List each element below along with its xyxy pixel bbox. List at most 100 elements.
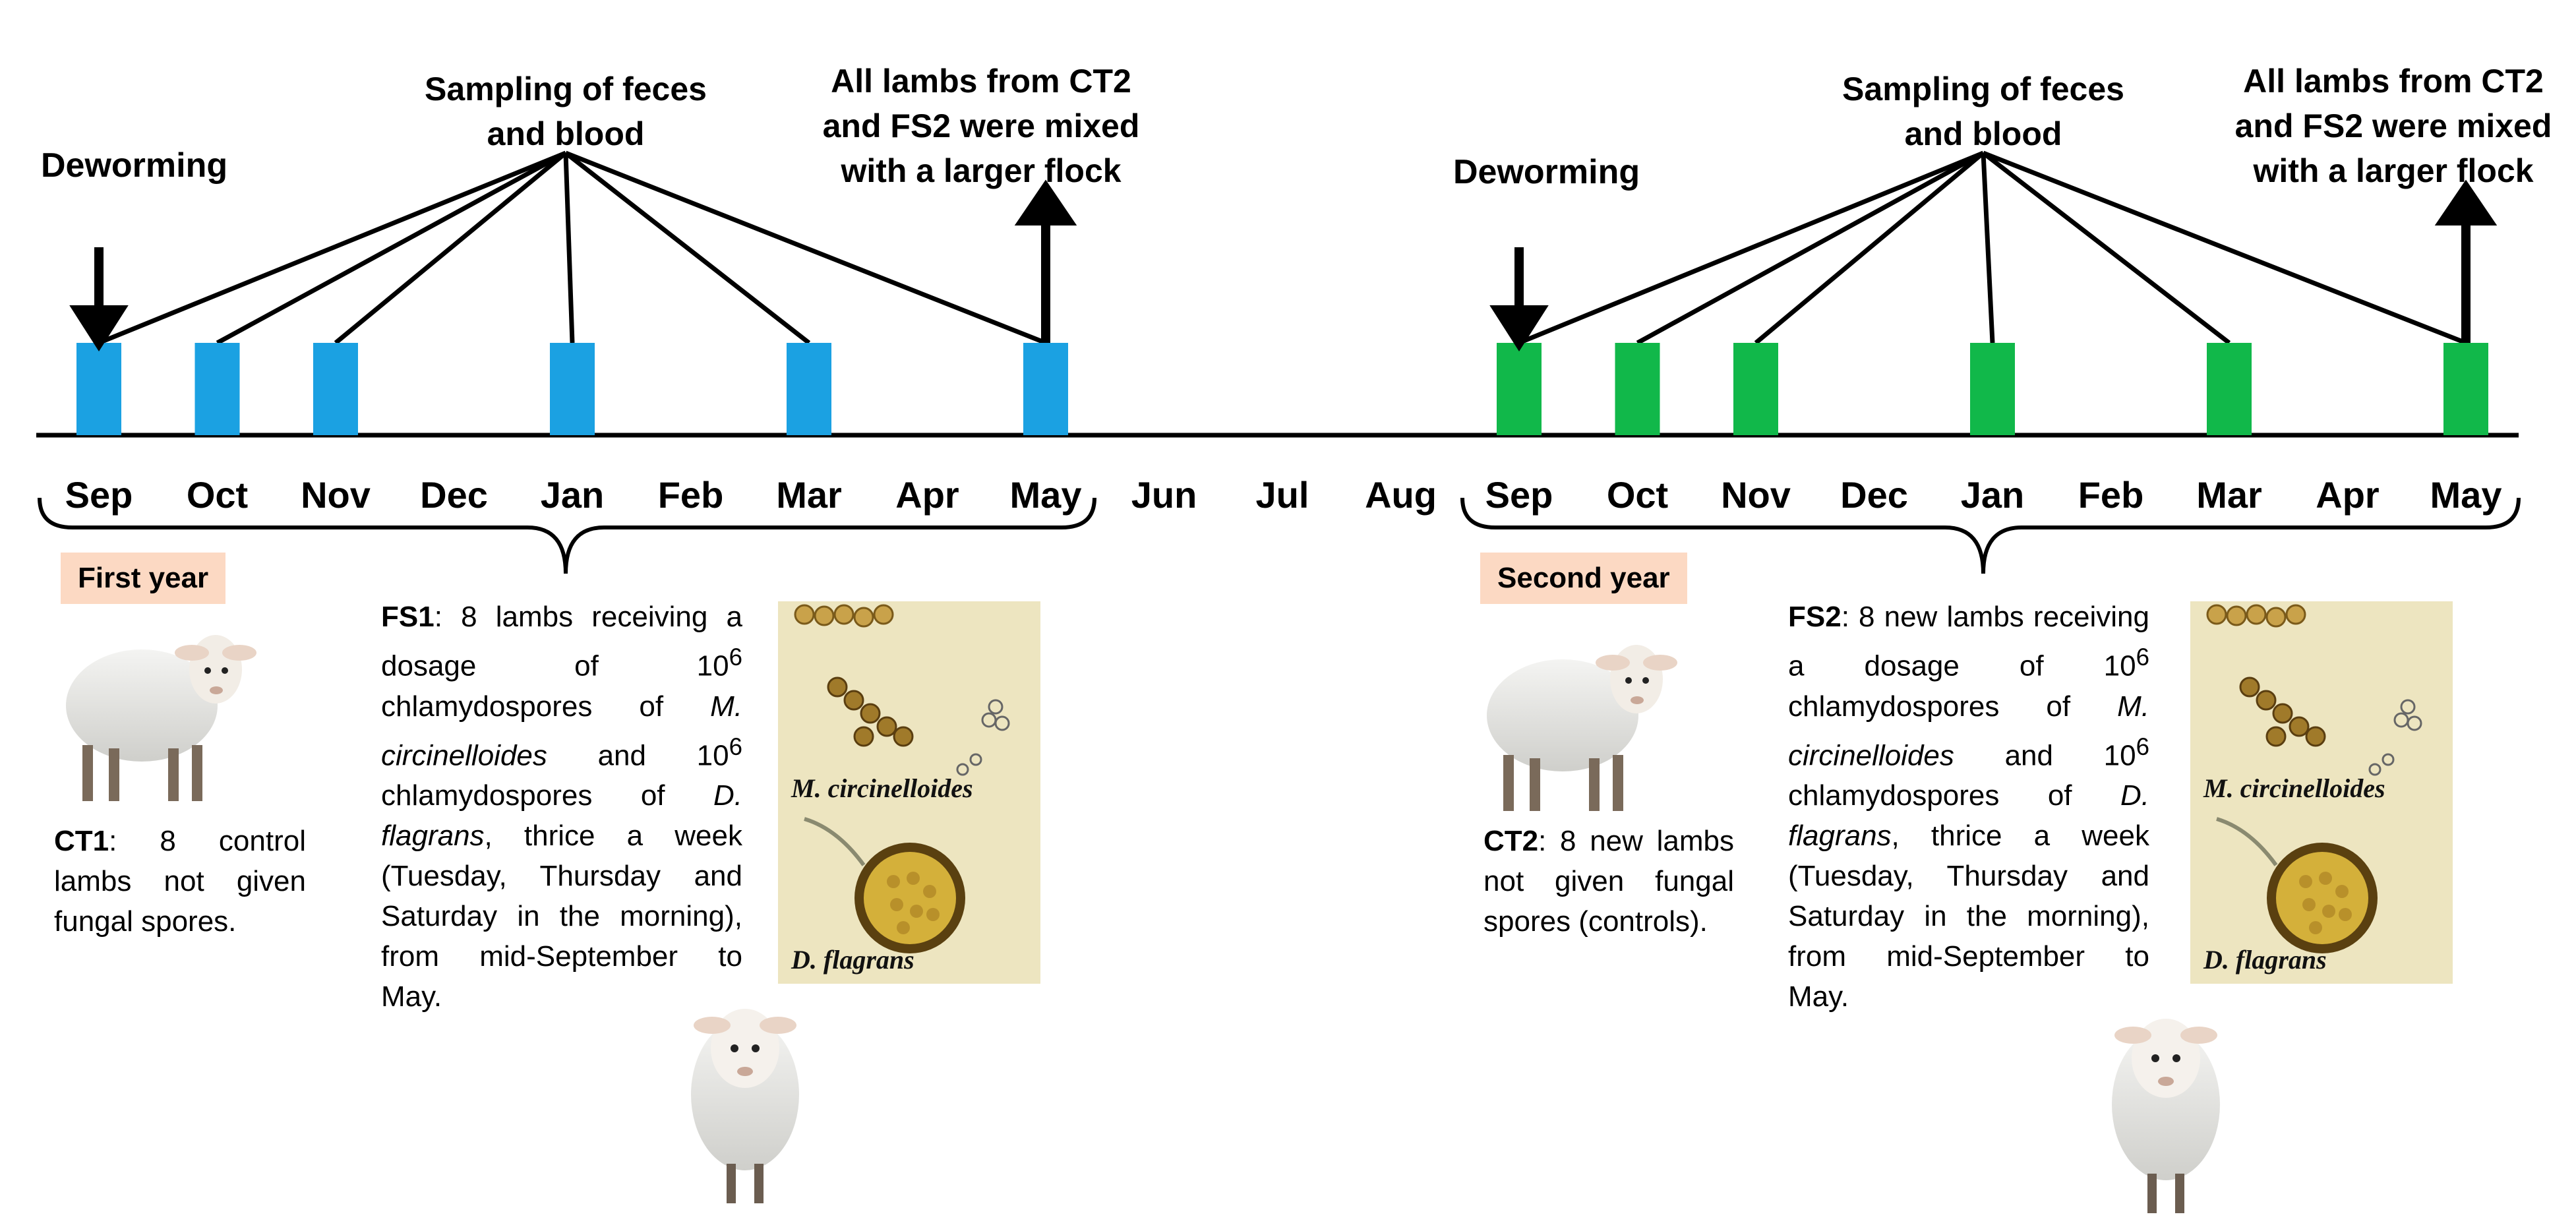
fs2-species2: D. flagrans — [1788, 779, 2149, 853]
micrograph-1-drawing — [794, 604, 1010, 953]
sheep-illustration-1 — [66, 635, 256, 801]
fs1-species1: M. circinelloides — [381, 690, 742, 772]
deworming-label-1: Deworming — [41, 146, 227, 185]
sheep-illustration-4 — [2112, 1019, 2220, 1213]
fs1-sup2: 6 — [729, 733, 742, 760]
fs2-description: FS2: 8 new lambs receiving a dosage of 1… — [1788, 597, 2149, 1017]
ct2-text: : 8 new lambs not given fungal spores (c… — [1483, 825, 1734, 938]
sampling-connector — [1754, 151, 1985, 345]
fs2-sup2: 6 — [2136, 733, 2149, 760]
month-label: Oct — [1607, 474, 1668, 516]
mixed-label-2-line3: with a larger flock — [2252, 152, 2533, 189]
sampling-box — [787, 343, 831, 435]
sampling-connector — [1982, 150, 2467, 345]
deworming-label-2: Deworming — [1453, 153, 1640, 191]
micrograph-1: M. circinelloides D. flagrans — [778, 601, 1040, 984]
micrograph-2-drawing — [2206, 604, 2422, 953]
fs1-text-a: : 8 lambs receiving a dosage of 10 — [381, 601, 742, 682]
sampling-box — [1497, 343, 1542, 435]
fs1-text-d: chlamydospores of — [381, 779, 713, 812]
fs2-sup1: 6 — [2136, 644, 2149, 671]
mixed-arrow — [1014, 179, 1077, 343]
month-label: Jul — [1256, 474, 1309, 516]
month-label: Mar — [2196, 474, 2262, 516]
fs1-description: FS1: 8 lambs receiving a dosage of 106 c… — [381, 597, 742, 1017]
micrograph-2-caption-1: M. circinelloides — [2203, 773, 2385, 803]
month-label: Jun — [1131, 474, 1197, 516]
fs2-label: FS2 — [1788, 601, 1842, 633]
sampling-box — [1733, 343, 1778, 435]
micrograph-2: M. circinelloides D. flagrans — [2190, 601, 2453, 984]
sampling-box — [76, 343, 121, 435]
month-label: Jan — [1961, 474, 2025, 516]
ct2-label: CT2 — [1483, 825, 1539, 857]
sampling-label-2-line1: Sampling of feces — [1842, 71, 2124, 107]
month-label: Aug — [1365, 474, 1437, 516]
month-label: Nov — [1721, 474, 1791, 516]
month-label: Sep — [65, 474, 133, 516]
sampling-box — [195, 343, 240, 435]
sampling-box — [2207, 343, 2252, 435]
ct1-description: CT1: 8 control lambs not given fungal sp… — [54, 821, 306, 942]
sampling-box — [1970, 343, 2015, 435]
fs1-text-b: chlamydospores of — [381, 690, 711, 723]
deworming-arrow — [69, 247, 129, 351]
month-label: Nov — [301, 474, 371, 516]
sampling-box — [1615, 343, 1660, 435]
sampling-connector — [563, 152, 575, 344]
sampling-label-2-line2: and blood — [1905, 115, 2062, 152]
sampling-label-1-line2: and blood — [487, 115, 645, 152]
month-label: May — [1010, 474, 1082, 516]
month-label: May — [2430, 474, 2502, 516]
month-label: Sep — [1485, 474, 1553, 516]
sampling-connector — [1981, 152, 1995, 344]
sampling-connector — [98, 150, 567, 345]
mixed-arrow — [2434, 179, 2498, 343]
fs2-text-c: and 10 — [1954, 739, 2136, 772]
fs2-text-e: , thrice a week (Tuesday, Thursday and S… — [1788, 820, 2149, 1013]
fs1-species2: D. flagrans — [381, 779, 742, 853]
mixed-label-2-line1: All lambs from CT2 — [2243, 63, 2544, 100]
month-label: Apr — [895, 474, 959, 516]
month-label: Dec — [1840, 474, 1908, 516]
sampling-connector — [564, 150, 1047, 345]
mixed-label-2-line2: and FS2 were mixed — [2235, 107, 2552, 144]
sampling-connector — [216, 150, 567, 345]
ct2-description: CT2: 8 new lambs not given fungal spores… — [1483, 821, 1734, 942]
sampling-connector — [1636, 150, 1985, 345]
sampling-connector — [1518, 150, 1985, 345]
year-brace-2 — [1460, 497, 2521, 574]
fs1-sup1: 6 — [729, 644, 742, 671]
month-label: Apr — [2316, 474, 2379, 516]
month-label: Dec — [420, 474, 488, 516]
fs2-text-b: chlamydospores of — [1788, 690, 2118, 723]
fs1-text-e: , thrice a week (Tuesday, Thursday and S… — [381, 820, 742, 1013]
fs1-text-c: and 10 — [547, 739, 729, 772]
sampling-box — [2443, 343, 2488, 435]
sampling-connector — [1981, 151, 2231, 345]
sheep-illustration-2 — [691, 1009, 799, 1203]
fs2-text-a: : 8 new lambs receiving a dosage of 10 — [1788, 601, 2149, 682]
year-brace-1 — [38, 497, 1096, 574]
month-label: Mar — [776, 474, 842, 516]
micrograph-2-caption-2: D. flagrans — [2203, 945, 2327, 975]
ct1-label: CT1 — [54, 825, 109, 857]
month-label: Feb — [658, 474, 724, 516]
fs2-text-d: chlamydospores of — [1788, 779, 2120, 812]
micrograph-1-caption-1: M. circinelloides — [791, 773, 973, 803]
mixed-label-1-line3: with a larger flock — [840, 152, 1121, 189]
ct1-text: : 8 control lambs not given fungal spore… — [54, 825, 306, 938]
fs2-species1: M. circinelloides — [1788, 690, 2149, 772]
sampling-box — [550, 343, 595, 435]
sheep-illustration-3 — [1487, 645, 1677, 811]
month-label: Feb — [2078, 474, 2144, 516]
month-label: Jan — [541, 474, 605, 516]
sampling-box — [1023, 343, 1068, 435]
sampling-connector — [334, 151, 568, 345]
sampling-box — [313, 343, 358, 435]
second-year-badge: Second year — [1480, 553, 1687, 604]
fs1-label: FS1 — [381, 601, 434, 633]
sampling-connector — [564, 151, 811, 345]
